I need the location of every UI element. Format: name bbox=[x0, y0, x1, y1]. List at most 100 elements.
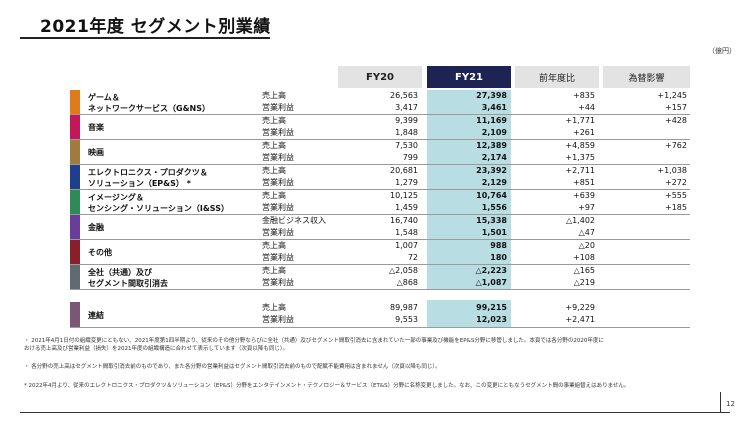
fx-impact: +272 bbox=[665, 178, 687, 187]
yoy-change: +639 bbox=[573, 191, 595, 200]
footer-divider bbox=[20, 412, 730, 413]
fy20-value: 3,417 bbox=[395, 103, 418, 112]
note-2: ・ 各分野の売上高はセグメント間取引消去前のものであり、また各分野の営業利益はセ… bbox=[24, 364, 441, 370]
row-divider bbox=[70, 114, 690, 115]
fy21-column-highlight-consolidated bbox=[427, 300, 511, 328]
fy20-value: 1,279 bbox=[395, 178, 418, 187]
row-divider bbox=[70, 214, 690, 215]
fy21-value: 180 bbox=[490, 253, 507, 262]
operating-income-row: 営業利益 1,279 2,129 +851 +272 bbox=[70, 177, 690, 189]
fy21-value: 1,556 bbox=[481, 203, 507, 212]
segment-color-bar bbox=[70, 115, 80, 140]
segment-color-bar bbox=[70, 302, 80, 328]
segment-color-bar bbox=[70, 190, 80, 215]
fy20-value: 1,007 bbox=[395, 241, 418, 250]
fy20-value: 89,987 bbox=[390, 303, 418, 312]
segment-block: イメージング＆ センシング・ソリューション（I&SS） 売上高 10,125 10,7… bbox=[70, 190, 690, 215]
fy21-value: 1,501 bbox=[481, 228, 507, 237]
fx-impact: +157 bbox=[665, 103, 687, 112]
segment-block: 連結 売上高 89,987 99,215 +9,229 営業利益 9,553 12,023 +2… bbox=[70, 302, 690, 328]
fy20-value: △868 bbox=[396, 278, 418, 287]
row-label: 営業利益 bbox=[262, 178, 294, 187]
row-divider bbox=[70, 164, 690, 165]
note-1: ・ 2021年4月1日付の組織変更にともない、2021年度第1四半期より、従来の… bbox=[24, 337, 604, 353]
fy20-value: △2,058 bbox=[388, 266, 418, 275]
operating-income-row: 営業利益 3,417 3,461 +44 +157 bbox=[70, 102, 690, 114]
revenue-row: 売上高 20,681 23,392 +2,711 +1,038 bbox=[70, 165, 690, 177]
fx-impact: +1,245 bbox=[657, 91, 687, 100]
row-label: 売上高 bbox=[262, 166, 286, 175]
fy20-value: 1,548 bbox=[395, 228, 418, 237]
segment-name: 全社（共通）及び セグメント間取引消去 bbox=[88, 267, 168, 288]
yoy-change: +1,375 bbox=[565, 153, 595, 162]
yoy-change: +851 bbox=[573, 178, 595, 187]
segment-color-bar bbox=[70, 265, 80, 290]
yoy-change: △20 bbox=[578, 241, 595, 250]
fy21-value: 2,109 bbox=[481, 128, 507, 137]
yoy-change: +2,711 bbox=[565, 166, 595, 175]
yoy-change: +2,471 bbox=[565, 315, 595, 324]
header-fy21: FY21 bbox=[427, 66, 511, 88]
fx-impact: +428 bbox=[665, 116, 687, 125]
yoy-change: +261 bbox=[573, 128, 595, 137]
fy21-value: 27,398 bbox=[476, 91, 507, 100]
segment-block: その他 売上高 1,007 988 △20 営業利益 72 180 +108 bbox=[70, 240, 690, 265]
revenue-row: 売上高 7,530 12,389 +4,859 +762 bbox=[70, 140, 690, 152]
revenue-row: 売上高 10,125 10,764 +639 +555 bbox=[70, 190, 690, 202]
yoy-change: △165 bbox=[573, 266, 595, 275]
yoy-change: +108 bbox=[573, 253, 595, 262]
fy21-value: △2,223 bbox=[475, 266, 507, 275]
operating-income-row: 営業利益 9,553 12,023 +2,471 bbox=[70, 314, 690, 326]
fx-impact: +555 bbox=[665, 191, 687, 200]
fy20-value: 7,530 bbox=[395, 141, 418, 150]
row-label: 売上高 bbox=[262, 141, 286, 150]
operating-income-row: 営業利益 72 180 +108 bbox=[70, 252, 690, 264]
page-number: 12 bbox=[726, 400, 735, 408]
operating-income-row: 営業利益 1,548 1,501 △47 bbox=[70, 227, 690, 239]
row-label: 営業利益 bbox=[262, 278, 294, 287]
segment-color-bar bbox=[70, 240, 80, 265]
unit-label: （億円） bbox=[708, 47, 736, 55]
fy21-value: 12,389 bbox=[476, 141, 507, 150]
segment-color-bar bbox=[70, 140, 80, 165]
yoy-change: +97 bbox=[578, 203, 595, 212]
header-fy20: FY20 bbox=[338, 66, 422, 88]
row-label: 営業利益 bbox=[262, 315, 294, 324]
revenue-row: 売上高 89,987 99,215 +9,229 bbox=[70, 302, 690, 314]
fy21-value: 15,338 bbox=[476, 216, 507, 225]
revenue-row: 売上高 △2,058 △2,223 △165 bbox=[70, 265, 690, 277]
segment-block: 金融 金融ビジネス収入 16,740 15,338 △1,402 営業利益 1,548 1,5… bbox=[70, 215, 690, 240]
yoy-change: +9,229 bbox=[565, 303, 595, 312]
operating-income-row: 営業利益 1,459 1,556 +97 +185 bbox=[70, 202, 690, 214]
row-label: 営業利益 bbox=[262, 203, 294, 212]
fy21-value: 988 bbox=[490, 241, 507, 250]
fy20-value: 20,681 bbox=[390, 166, 418, 175]
row-divider bbox=[70, 289, 690, 290]
fy20-value: 16,740 bbox=[390, 216, 418, 225]
yoy-change: +835 bbox=[573, 91, 595, 100]
title-underline bbox=[20, 37, 270, 39]
operating-income-row: 営業利益 1,848 2,109 +261 bbox=[70, 127, 690, 139]
fy21-value: 23,392 bbox=[476, 166, 507, 175]
row-label: 売上高 bbox=[262, 241, 286, 250]
row-label: 営業利益 bbox=[262, 103, 294, 112]
row-label: 営業利益 bbox=[262, 228, 294, 237]
row-divider bbox=[70, 189, 690, 190]
row-label: 売上高 bbox=[262, 91, 286, 100]
fy20-value: 10,125 bbox=[390, 191, 418, 200]
row-label: 金融ビジネス収入 bbox=[262, 216, 326, 225]
revenue-row: 金融ビジネス収入 16,740 15,338 △1,402 bbox=[70, 215, 690, 227]
row-label: 売上高 bbox=[262, 191, 286, 200]
operating-income-row: 営業利益 △868 △1,087 △219 bbox=[70, 277, 690, 289]
yoy-change: △47 bbox=[578, 228, 595, 237]
yoy-change: △1,402 bbox=[565, 216, 595, 225]
note-3: * 2022年4月より、従来のエレクトロニクス・プロダクツ＆ソリューション（EP… bbox=[24, 383, 630, 389]
fy20-value: 799 bbox=[402, 153, 418, 162]
revenue-row: 売上高 26,563 27,398 +835 +1,245 bbox=[70, 90, 690, 102]
note-1-line-1: ・ 2021年4月1日付の組織変更にともない、2021年度第1四半期より、従来の… bbox=[24, 338, 604, 344]
row-label: 営業利益 bbox=[262, 253, 294, 262]
segment-name: 音楽 bbox=[88, 123, 104, 132]
row-label: 営業利益 bbox=[262, 153, 294, 162]
segment-name: エレクトロニクス・プロダクツ＆ ソリューション（EP&S） * bbox=[88, 167, 208, 188]
segment-color-bar bbox=[70, 90, 80, 115]
